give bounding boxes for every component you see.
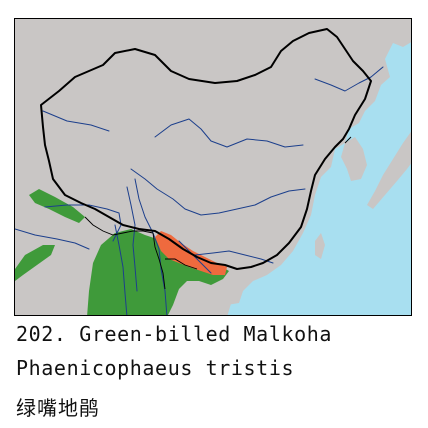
china-border bbox=[40, 28, 372, 270]
river-tarim bbox=[42, 110, 110, 132]
border-vietnam bbox=[165, 258, 198, 270]
river-salween bbox=[126, 186, 138, 292]
land-hainan bbox=[223, 285, 243, 305]
river-yellow bbox=[154, 118, 304, 148]
species-title: 202. Green-billed Malkoha bbox=[16, 322, 333, 346]
river-red bbox=[178, 240, 212, 274]
range-map bbox=[14, 18, 412, 316]
chinese-name: 绿嘴地鹃 bbox=[16, 396, 100, 420]
border-indochina bbox=[152, 232, 166, 290]
range-green-bengal bbox=[15, 245, 55, 281]
border-korea bbox=[344, 136, 352, 144]
river-mekong bbox=[134, 178, 168, 315]
river-irrawaddy bbox=[114, 224, 128, 315]
land-taiwan bbox=[315, 233, 325, 259]
land-japan bbox=[367, 131, 411, 209]
range-green-southeast-asia bbox=[87, 229, 229, 315]
land-korea bbox=[341, 137, 367, 181]
scientific-name: Phaenicophaeus tristis bbox=[16, 356, 295, 380]
border-southeast-asia bbox=[84, 216, 154, 236]
river-amur bbox=[314, 66, 384, 92]
river-ganges bbox=[15, 228, 90, 250]
borders bbox=[84, 136, 352, 290]
river-yangtze bbox=[130, 168, 306, 216]
rivers bbox=[15, 66, 384, 315]
river-pearl bbox=[194, 250, 274, 264]
